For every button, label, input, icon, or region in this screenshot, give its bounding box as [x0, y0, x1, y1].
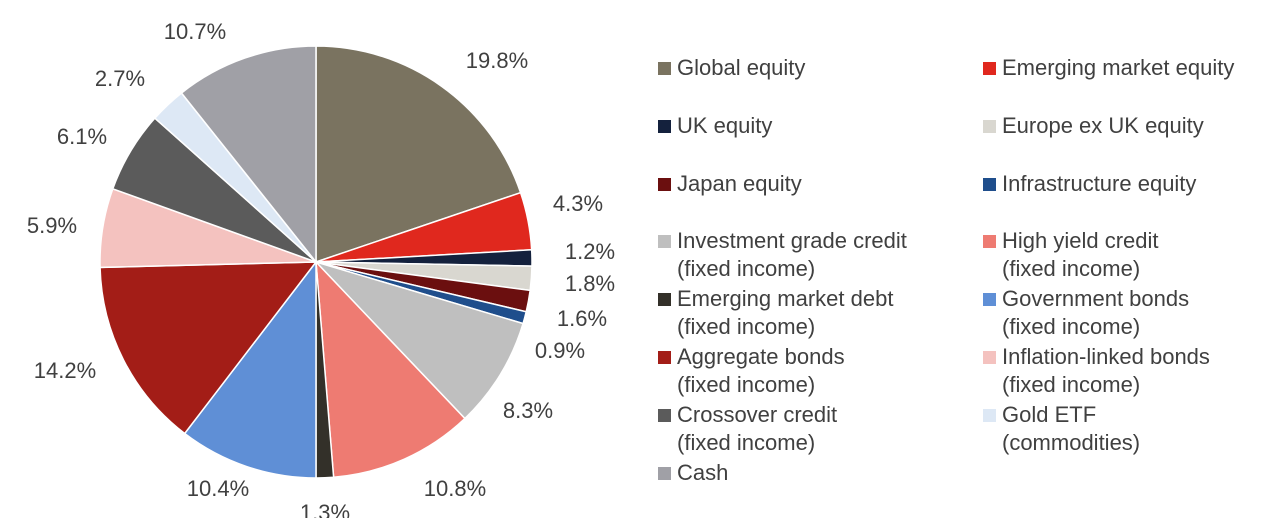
- legend-item: Japan equity: [658, 170, 802, 198]
- legend-item: Crossover credit (fixed income): [658, 401, 837, 457]
- legend-item: Emerging market equity: [983, 54, 1234, 82]
- legend-swatch: [658, 467, 671, 480]
- legend-swatch: [658, 293, 671, 306]
- legend-item: High yield credit (fixed income): [983, 227, 1159, 283]
- legend-item: Global equity: [658, 54, 805, 82]
- legend-swatch: [983, 235, 996, 248]
- legend-swatch: [983, 178, 996, 191]
- data-label: 5.9%: [27, 213, 77, 238]
- legend-item: Gold ETF (commodities): [983, 401, 1140, 457]
- data-label: 19.8%: [466, 48, 528, 73]
- data-label: 1.8%: [565, 271, 615, 296]
- legend-label: Japan equity: [677, 171, 802, 196]
- legend-swatch: [983, 409, 996, 422]
- data-label: 1.6%: [557, 306, 607, 331]
- legend-swatch: [658, 409, 671, 422]
- legend-swatch: [983, 120, 996, 133]
- legend-item: Investment grade credit (fixed income): [658, 227, 907, 283]
- pie-slice: [99, 261, 318, 435]
- legend-label: Europe ex UK equity: [1002, 113, 1204, 138]
- legend-label: Gold ETF (commodities): [1002, 402, 1141, 455]
- pie-slice: [313, 260, 524, 420]
- pie-slice: [180, 45, 317, 265]
- legend-item: Cash: [658, 459, 728, 487]
- pie-slice: [315, 259, 466, 479]
- data-label: 2.7%: [95, 66, 145, 91]
- legend-swatch: [983, 293, 996, 306]
- data-label: 6.1%: [57, 124, 107, 149]
- legend-swatch: [658, 62, 671, 75]
- legend-label: Global equity: [677, 55, 806, 80]
- pie-slice: [315, 45, 522, 264]
- legend-label: Inflation-linked bonds (fixed income): [1002, 344, 1210, 397]
- legend-item: Government bonds (fixed income): [983, 285, 1189, 341]
- legend-item: Aggregate bonds (fixed income): [658, 343, 845, 399]
- legend-swatch: [658, 351, 671, 364]
- data-label: 4.3%: [553, 191, 603, 216]
- data-label: 10.8%: [424, 476, 486, 501]
- legend-label: Infrastructure equity: [1002, 171, 1197, 196]
- legend-swatch: [983, 351, 996, 364]
- legend-label: Crossover credit (fixed income): [677, 402, 838, 455]
- legend-label: High yield credit (fixed income): [1002, 228, 1159, 281]
- legend-swatch: [658, 120, 671, 133]
- legend-label: Government bonds (fixed income): [1002, 286, 1190, 339]
- legend-label: Emerging market debt (fixed income): [677, 286, 894, 339]
- legend-swatch: [658, 178, 671, 191]
- data-label: 10.7%: [164, 19, 226, 44]
- data-label: 10.4%: [187, 476, 249, 501]
- data-label: 1.2%: [565, 239, 615, 264]
- legend-item: Emerging market debt (fixed income): [658, 285, 893, 341]
- data-label: 14.2%: [34, 358, 96, 383]
- legend-swatch: [983, 62, 996, 75]
- legend-item: Europe ex UK equity: [983, 112, 1204, 140]
- data-label: 1.3%: [300, 500, 350, 518]
- legend-label: Investment grade credit (fixed income): [677, 228, 907, 281]
- legend-label: Aggregate bonds (fixed income): [677, 344, 845, 397]
- data-label: 0.9%: [535, 338, 585, 363]
- legend-label: UK equity: [677, 113, 773, 138]
- legend-item: UK equity: [658, 112, 772, 140]
- pie-slice: [183, 259, 317, 479]
- data-label: 8.3%: [503, 398, 553, 423]
- legend-label: Cash: [677, 460, 729, 485]
- legend-label: Emerging market equity: [1002, 55, 1235, 80]
- legend-swatch: [658, 235, 671, 248]
- legend-item: Infrastructure equity: [983, 170, 1196, 198]
- legend-item: Inflation-linked bonds (fixed income): [983, 343, 1210, 399]
